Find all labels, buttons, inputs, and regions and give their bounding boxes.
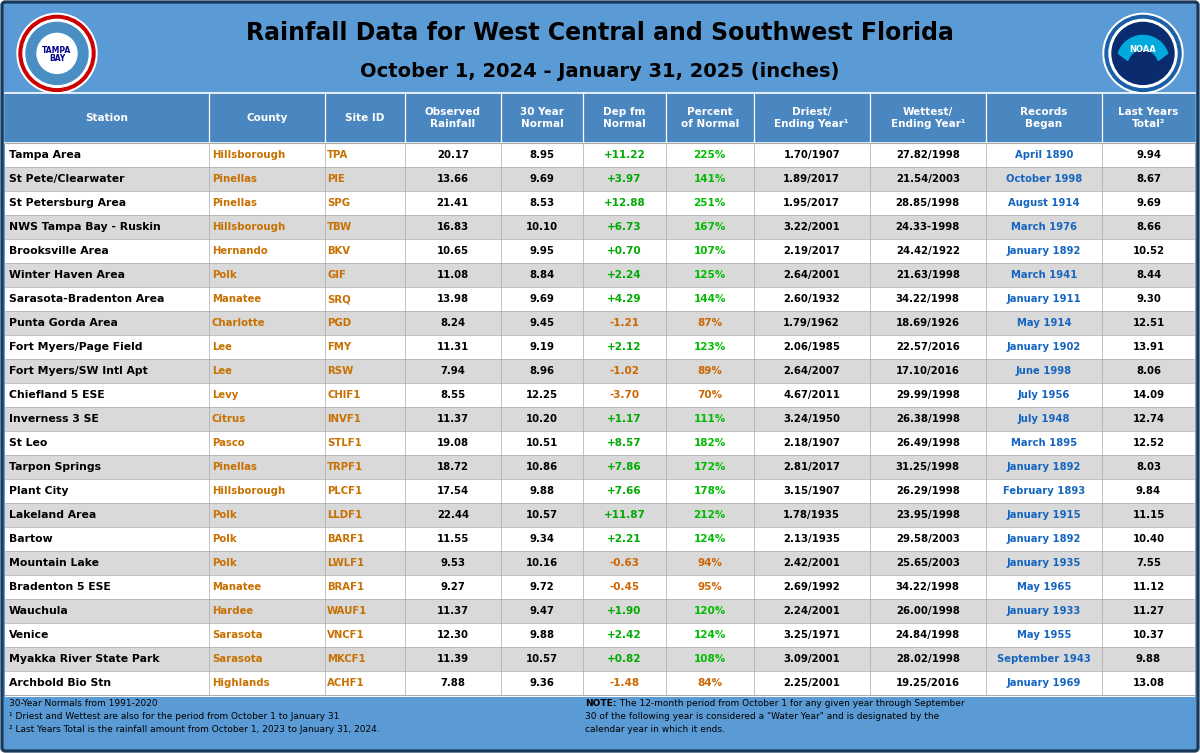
Text: 11.37: 11.37 [437, 606, 469, 616]
Text: 10.16: 10.16 [526, 558, 558, 568]
Text: PGD: PGD [328, 318, 352, 328]
Text: 8.66: 8.66 [1136, 222, 1162, 232]
Text: St Petersburg Area: St Petersburg Area [10, 198, 126, 208]
Text: 10.57: 10.57 [526, 654, 558, 664]
Text: 21.41: 21.41 [437, 198, 469, 208]
Text: 8.95: 8.95 [529, 150, 554, 160]
Text: 11.39: 11.39 [437, 654, 469, 664]
Text: 2.25/2001: 2.25/2001 [784, 678, 840, 688]
Text: 108%: 108% [694, 654, 726, 664]
Text: 34.22/1998: 34.22/1998 [896, 582, 960, 592]
Text: Pinellas: Pinellas [212, 462, 257, 472]
Text: BRAF1: BRAF1 [328, 582, 365, 592]
Text: calendar year in which it ends.: calendar year in which it ends. [586, 725, 725, 734]
Text: +0.82: +0.82 [607, 654, 642, 664]
Text: 30 of the following year is considered a "Water Year" and is designated by the: 30 of the following year is considered a… [586, 712, 940, 721]
Text: +3.97: +3.97 [607, 174, 642, 184]
Text: Pasco: Pasco [212, 438, 245, 448]
Text: 8.24: 8.24 [440, 318, 466, 328]
Text: 11.27: 11.27 [1133, 606, 1164, 616]
Text: STLF1: STLF1 [328, 438, 362, 448]
Text: 2.13/1935: 2.13/1935 [784, 534, 840, 544]
Text: 120%: 120% [694, 606, 726, 616]
Text: Rainfall Data for West Central and Southwest Florida: Rainfall Data for West Central and South… [246, 21, 954, 45]
Text: 2.24/2001: 2.24/2001 [784, 606, 840, 616]
Text: 11.55: 11.55 [437, 534, 469, 544]
Circle shape [19, 15, 95, 91]
Text: Last Years
Total²: Last Years Total² [1118, 107, 1178, 129]
Text: PIE: PIE [328, 174, 344, 184]
Bar [5, 239, 1195, 263]
Text: 10.20: 10.20 [526, 414, 558, 424]
Text: +2.12: +2.12 [607, 342, 642, 352]
Text: -0.45: -0.45 [610, 582, 640, 592]
Text: 27.82/1998: 27.82/1998 [896, 150, 960, 160]
Text: January 1892: January 1892 [1007, 246, 1081, 256]
Text: 124%: 124% [694, 534, 726, 544]
Text: 9.19: 9.19 [529, 342, 554, 352]
Text: October 1, 2024 - January 31, 2025 (inches): October 1, 2024 - January 31, 2025 (inch… [360, 62, 840, 81]
Bar [5, 335, 1195, 359]
Text: 26.29/1998: 26.29/1998 [896, 486, 960, 496]
Text: 1.70/1907: 1.70/1907 [784, 150, 840, 160]
Text: 8.06: 8.06 [1136, 366, 1162, 376]
Text: NOTE:: NOTE: [586, 699, 617, 708]
Text: 1.79/1962: 1.79/1962 [784, 318, 840, 328]
Text: 12.51: 12.51 [1133, 318, 1165, 328]
Bar [5, 143, 1195, 167]
Bar [5, 527, 1195, 551]
Text: 9.45: 9.45 [529, 318, 554, 328]
Text: 9.47: 9.47 [529, 606, 554, 616]
Bar [5, 623, 1195, 647]
Text: VNCF1: VNCF1 [328, 630, 365, 640]
Text: Dep fm
Normal: Dep fm Normal [604, 107, 646, 129]
Text: +4.29: +4.29 [607, 294, 642, 304]
Bar [5, 287, 1195, 311]
Text: 13.66: 13.66 [437, 174, 469, 184]
Text: 17.54: 17.54 [437, 486, 469, 496]
Text: +7.66: +7.66 [607, 486, 642, 496]
Text: Winter Haven Area: Winter Haven Area [10, 270, 125, 280]
Text: 13.08: 13.08 [1133, 678, 1164, 688]
Text: October 1998: October 1998 [1006, 174, 1082, 184]
Text: 9.34: 9.34 [529, 534, 554, 544]
Circle shape [1103, 14, 1183, 93]
Text: 10.37: 10.37 [1133, 630, 1164, 640]
Text: 10.51: 10.51 [526, 438, 558, 448]
Text: 9.53: 9.53 [440, 558, 466, 568]
Text: 8.03: 8.03 [1136, 462, 1162, 472]
Text: 2.64/2007: 2.64/2007 [784, 366, 840, 376]
Text: 89%: 89% [697, 366, 722, 376]
Text: Mountain Lake: Mountain Lake [10, 558, 98, 568]
Text: 9.30: 9.30 [1136, 294, 1160, 304]
Text: 8.53: 8.53 [529, 198, 554, 208]
Text: Manatee: Manatee [212, 294, 262, 304]
Text: Highlands: Highlands [212, 678, 270, 688]
Text: 95%: 95% [697, 582, 722, 592]
Text: 7.94: 7.94 [440, 366, 466, 376]
Text: 31.25/1998: 31.25/1998 [895, 462, 960, 472]
Text: 19.08: 19.08 [437, 438, 469, 448]
Text: St Leo: St Leo [10, 438, 47, 448]
Text: Bartow: Bartow [10, 534, 53, 544]
Text: 24.42/1922: 24.42/1922 [896, 246, 960, 256]
Text: 30-Year Normals from 1991-2020: 30-Year Normals from 1991-2020 [10, 699, 157, 708]
Text: 167%: 167% [694, 222, 726, 232]
Bar [5, 215, 1195, 239]
Text: 11.37: 11.37 [437, 414, 469, 424]
Text: 12.30: 12.30 [437, 630, 469, 640]
Text: 2.06/1985: 2.06/1985 [784, 342, 840, 352]
Text: +0.70: +0.70 [607, 246, 642, 256]
Text: +1.90: +1.90 [607, 606, 642, 616]
Text: 125%: 125% [694, 270, 726, 280]
Text: ² Last Years Total is the rainfall amount from October 1, 2023 to January 31, 20: ² Last Years Total is the rainfall amoun… [10, 725, 379, 734]
Text: 3.22/2001: 3.22/2001 [784, 222, 840, 232]
Text: 94%: 94% [697, 558, 722, 568]
Text: TBW: TBW [328, 222, 353, 232]
Text: 28.02/1998: 28.02/1998 [896, 654, 960, 664]
Text: Charlotte: Charlotte [212, 318, 265, 328]
Text: NOAA: NOAA [1129, 45, 1157, 54]
Text: 10.86: 10.86 [526, 462, 558, 472]
Text: January 1911: January 1911 [1007, 294, 1081, 304]
